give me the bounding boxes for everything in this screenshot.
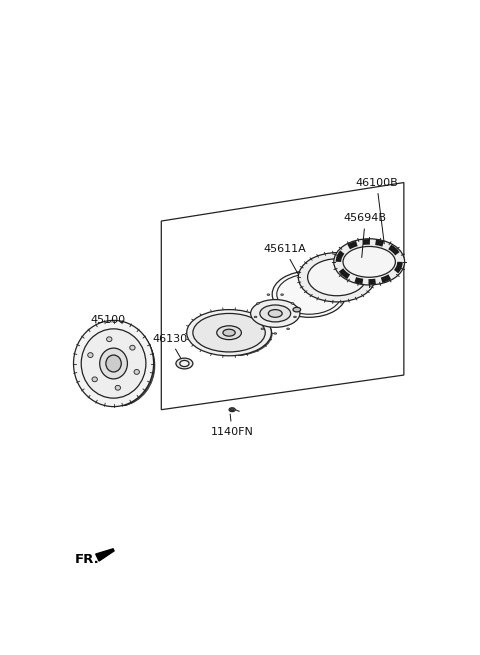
Ellipse shape: [193, 314, 265, 352]
Ellipse shape: [254, 316, 257, 318]
Ellipse shape: [176, 358, 193, 369]
Ellipse shape: [274, 333, 276, 334]
Ellipse shape: [134, 369, 139, 375]
Ellipse shape: [81, 329, 146, 398]
Ellipse shape: [308, 259, 366, 296]
Ellipse shape: [217, 326, 241, 340]
Ellipse shape: [267, 294, 270, 295]
Ellipse shape: [287, 328, 289, 329]
Ellipse shape: [230, 409, 234, 411]
Text: 46100B: 46100B: [355, 178, 398, 244]
Ellipse shape: [251, 299, 300, 328]
Ellipse shape: [261, 328, 264, 329]
Ellipse shape: [73, 320, 154, 407]
Ellipse shape: [268, 310, 282, 317]
Ellipse shape: [260, 305, 291, 322]
Text: FR.: FR.: [75, 553, 100, 567]
Ellipse shape: [256, 303, 259, 304]
Ellipse shape: [92, 377, 97, 382]
Ellipse shape: [106, 355, 121, 372]
Ellipse shape: [88, 352, 93, 358]
Ellipse shape: [100, 348, 127, 379]
Ellipse shape: [187, 310, 271, 356]
Ellipse shape: [223, 329, 235, 336]
Ellipse shape: [272, 271, 346, 317]
Ellipse shape: [277, 274, 341, 314]
Ellipse shape: [180, 360, 189, 367]
Text: 45611A: 45611A: [263, 244, 306, 275]
Ellipse shape: [229, 408, 235, 411]
Text: 1140FN: 1140FN: [211, 414, 253, 437]
Ellipse shape: [294, 316, 296, 318]
Ellipse shape: [343, 246, 396, 277]
Ellipse shape: [115, 385, 120, 390]
Polygon shape: [96, 549, 114, 561]
Ellipse shape: [107, 337, 112, 342]
Ellipse shape: [130, 345, 135, 350]
Ellipse shape: [293, 307, 300, 312]
Ellipse shape: [281, 294, 284, 295]
Ellipse shape: [291, 303, 294, 304]
Text: 46130: 46130: [152, 334, 187, 358]
Ellipse shape: [334, 239, 405, 285]
Text: 45100: 45100: [90, 315, 126, 325]
Ellipse shape: [299, 253, 375, 302]
Text: 45694B: 45694B: [344, 214, 387, 257]
